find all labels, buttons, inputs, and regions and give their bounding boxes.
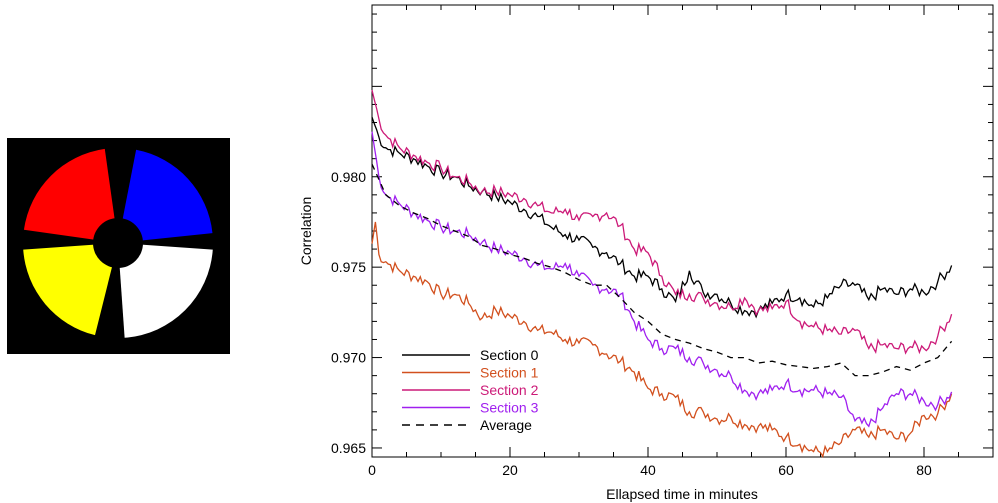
series-line-section-3 [371,131,953,428]
legend-label: Section 0 [480,347,539,363]
axis-tick-labels: 0 20 40 60 80 0.965 0.970 0.975 0.980 [331,169,932,478]
x-tick-label: 40 [640,462,656,478]
x-tick-label: 0 [368,462,376,478]
legend-label: Average [480,417,532,433]
y-tick-label: 0.970 [331,350,366,366]
legend-label: Section 3 [480,400,539,416]
center-hole [93,218,143,268]
legend-label: Section 2 [480,382,539,398]
y-tick-label: 0.975 [331,259,366,275]
series-line-section-2 [371,89,953,355]
series-line-average [371,163,953,377]
x-tick-label: 80 [916,462,932,478]
white-quadrant [119,244,213,338]
blue-quadrant [121,149,213,241]
x-tick-label: 60 [778,462,794,478]
y-tick-label: 0.965 [331,440,366,456]
axis-ticks [371,5,994,457]
red-quadrant [23,148,116,241]
series-line-section-0 [371,116,953,319]
x-tick-label: 20 [502,462,518,478]
line-chart: 0 20 40 60 80 0.965 0.970 0.975 0.980 Ellapsed t… [298,4,994,502]
series-lines [371,89,953,459]
series-line-section-1 [371,221,953,459]
y-axis-label: Correlation [298,197,314,265]
x-axis-label: Ellapsed time in minutes [606,486,758,502]
yellow-quadrant [23,244,114,336]
legend-label: Section 1 [480,365,539,381]
sectored-disk-image [7,138,230,354]
y-tick-label: 0.980 [331,169,366,185]
